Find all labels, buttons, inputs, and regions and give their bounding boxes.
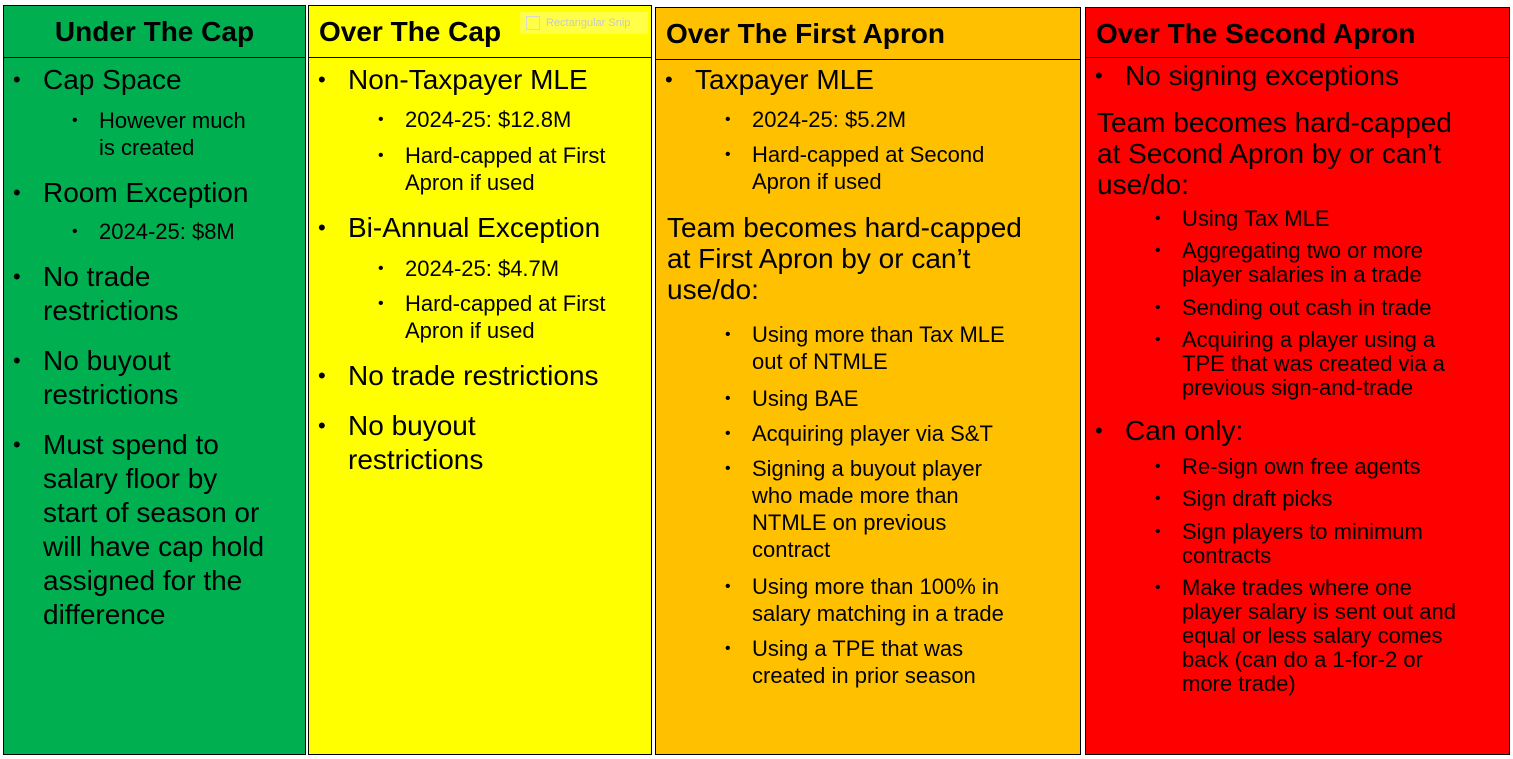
restriction-item: • Using more than 100% in salary matching … — [725, 574, 1004, 626]
allowed-item: • Re-sign own free agents — [1155, 454, 1421, 479]
restriction-item: • Using BAE — [725, 386, 859, 411]
restriction-item: • Using Tax MLE — [1155, 206, 1330, 231]
column-over-the-cap: Over The Cap • Non-Taxpayer MLE • 2024-25:… — [308, 5, 652, 755]
sub-bullet: • However much is created — [72, 108, 246, 160]
hardcap-paragraph: Team becomes hard-capped at First Apron b… — [667, 212, 1022, 305]
column-title: Over The Second Apron — [1086, 8, 1509, 58]
restriction-item: • Sending out cash in trade — [1155, 295, 1432, 320]
rectangle-icon — [526, 16, 540, 30]
restriction-item: • Signing a buyout player who made more th… — [725, 456, 982, 562]
sub-bullet: • 2024-25: $4.7M — [378, 256, 560, 281]
sub-bullet: • 2024-25: $8M — [72, 219, 235, 244]
bullet-tmle: • Taxpayer MLE — [665, 64, 874, 95]
bullet-no-buyout: • No buyout restrictions — [13, 345, 179, 410]
bullet-can-only: • Can only: — [1095, 415, 1244, 446]
bullet-bae: • Bi-Annual Exception — [318, 212, 601, 243]
bullet-room-exception: • Room Exception — [13, 177, 249, 208]
bullet-no-buyout: • No buyout restrictions — [318, 410, 484, 475]
hardcap-paragraph: Team becomes hard-capped at Second Apron … — [1097, 107, 1452, 200]
restriction-item: • Acquiring player via S&T — [725, 421, 993, 446]
rectangular-snip-overlay: Rectangular Snip — [520, 12, 648, 34]
restriction-item: • Using a TPE that was created in prior se… — [725, 636, 976, 688]
column-under-the-cap: Under The Cap • Cap Space • However much is… — [3, 5, 306, 755]
restriction-item: • Using more than Tax MLE out of NTMLE — [725, 322, 1005, 374]
column-over-second-apron: Over The Second Apron • No signing except… — [1085, 7, 1510, 755]
sub-bullet: • 2024-25: $5.2M — [725, 107, 907, 132]
allowed-item: • Sign draft picks — [1155, 486, 1333, 511]
column-title: Over The Cap — [309, 6, 651, 58]
bullet-cap-space: • Cap Space — [13, 64, 182, 95]
column-title: Over The First Apron — [656, 8, 1080, 60]
sub-bullet: • 2024-25: $12.8M — [378, 107, 572, 132]
sub-bullet: • Hard-capped at Second Apron if used — [725, 142, 985, 194]
sub-bullet: • Hard-capped at First Apron if used — [378, 143, 606, 195]
column-over-first-apron: Over The First Apron • Taxpayer MLE • 2024… — [655, 7, 1081, 755]
bullet-no-signing: • No signing exceptions — [1095, 60, 1399, 91]
restriction-item: • Aggregating two or more player salaries … — [1155, 238, 1423, 287]
bullet-no-trade: • No trade restrictions — [318, 360, 599, 391]
column-title: Under The Cap — [4, 6, 305, 58]
bullet-no-trade: • No trade restrictions — [13, 261, 179, 326]
restriction-item: • Acquiring a player using a TPE that was … — [1155, 327, 1445, 400]
allowed-item: • Make trades where one player salary is s… — [1155, 575, 1456, 696]
bullet-ntmle: • Non-Taxpayer MLE — [318, 64, 588, 95]
bullet-salary-floor: • Must spend to salary floor by start of se… — [13, 429, 265, 630]
allowed-item: • Sign players to minimum contracts — [1155, 519, 1423, 568]
snip-label: Rectangular Snip — [546, 17, 631, 29]
sub-bullet: • Hard-capped at First Apron if used — [378, 291, 606, 343]
